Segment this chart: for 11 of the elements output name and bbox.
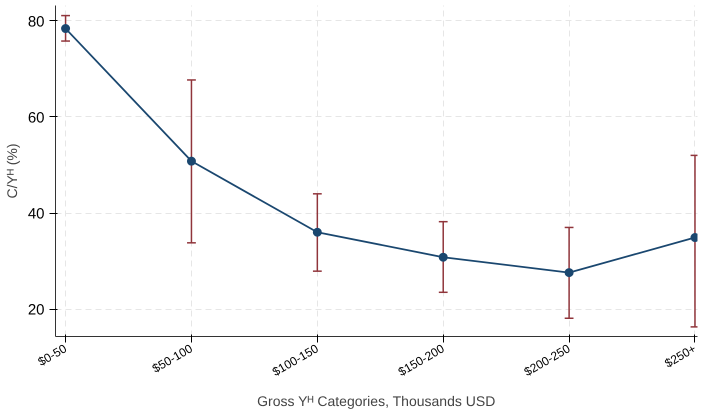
y-tick-label: 60: [28, 109, 45, 126]
y-tick-label: 20: [28, 302, 45, 319]
point: [186, 156, 196, 166]
point: [438, 252, 448, 262]
x-axis-title: Gross Yᴴ Categories, Thousands USD: [257, 392, 496, 409]
y-tick-label: 40: [28, 206, 45, 223]
point: [61, 24, 70, 34]
y-axis-title: C/Yᴴ (%): [4, 143, 20, 198]
point: [564, 268, 574, 278]
point: [312, 228, 322, 237]
y-tick-label: 80: [28, 13, 45, 30]
